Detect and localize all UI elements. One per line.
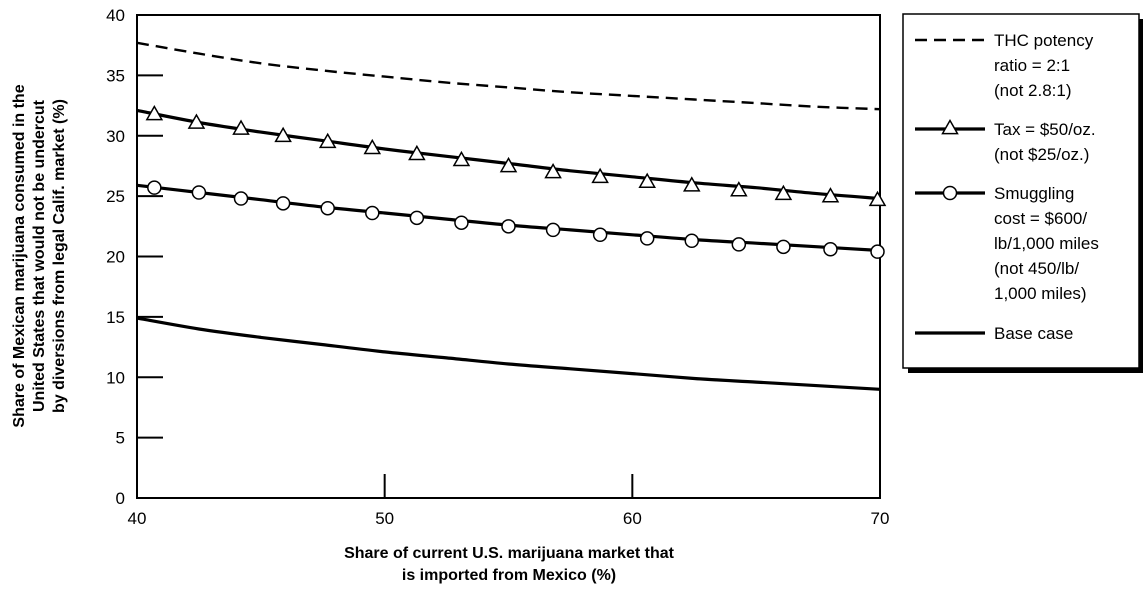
smuggling-point-marker	[233, 191, 249, 206]
y-tick-label: 25	[106, 187, 125, 206]
legend-thc-line-1: THC potency	[994, 31, 1094, 50]
smuggling-point-marker	[870, 244, 885, 259]
smuggling-point-marker	[776, 239, 791, 255]
legend-box	[902, 13, 1140, 369]
x-tick-label: 50	[375, 509, 394, 528]
legend-smuggling-line-4: (not 450/lb/	[994, 259, 1079, 278]
tax-line	[136, 108, 881, 201]
tax-point-marker	[591, 167, 609, 184]
tax-point-marker	[232, 119, 250, 135]
legend-key-circle-marker	[942, 185, 958, 201]
legend-thc-line-2: ratio = 2:1	[994, 56, 1070, 75]
x-axis-title-line-2: is imported from Mexico (%)	[402, 567, 616, 584]
smuggling-point-marker	[147, 180, 162, 195]
tax-point-marker	[638, 172, 656, 189]
tax-point-marker	[544, 162, 562, 179]
smuggling-point-marker	[275, 196, 291, 211]
series-lines	[136, 41, 881, 391]
legend-smuggling-line-2: cost = $600/	[994, 209, 1087, 228]
tax-point-marker	[682, 176, 701, 192]
tax-point-marker	[821, 187, 840, 203]
legend: THC potency ratio = 2:1 (not 2.8:1) Tax …	[902, 13, 1143, 373]
legend-entry-tax: Tax = $50/oz. (not $25/oz.)	[994, 120, 1096, 164]
legend-base-line-1: Base case	[994, 324, 1073, 343]
x-tick-label: 60	[623, 509, 642, 528]
y-axis-title: Share of Mexican marijuana consumed in t…	[11, 84, 68, 427]
series-markers	[145, 105, 887, 259]
y-tick-label: 10	[106, 368, 125, 387]
smuggling-point-marker	[823, 242, 838, 257]
tax-point-marker	[730, 181, 748, 197]
legend-key-triangle-marker	[941, 118, 959, 135]
legend-smuggling-line-5: 1,000 miles)	[994, 284, 1087, 303]
legend-tax-line-2: (not $25/oz.)	[994, 145, 1089, 164]
legend-entry-base: Base case	[994, 324, 1073, 343]
legend-entry-smuggling: Smuggling cost = $600/ lb/1,000 miles (n…	[994, 184, 1099, 303]
base-case-line	[136, 316, 881, 391]
y-tick-label: 30	[106, 127, 125, 146]
y-tick-label: 0	[116, 489, 125, 508]
smuggling-point-marker	[191, 185, 207, 200]
tax-point-marker	[408, 144, 426, 161]
y-tick-label: 20	[106, 248, 125, 267]
plot-frame	[136, 14, 881, 499]
smuggling-point-marker	[409, 210, 425, 226]
y-tick-label: 35	[106, 66, 125, 85]
legend-tax-line-1: Tax = $50/oz.	[994, 120, 1096, 139]
legend-entry-thc: THC potency ratio = 2:1 (not 2.8:1)	[994, 31, 1094, 100]
y-axis-title-line-2: United States that would not be undercut	[31, 99, 48, 412]
legend-smuggling-line-1: Smuggling	[994, 184, 1074, 203]
x-axis-ticks: 40 50 60 70	[128, 474, 890, 528]
tax-point-marker	[499, 156, 518, 173]
tax-point-marker	[452, 150, 471, 167]
y-tick-label: 40	[106, 6, 125, 25]
smuggling-point-marker	[454, 215, 469, 230]
smuggling-point-marker	[545, 222, 561, 238]
x-tick-label: 40	[128, 509, 147, 528]
legend-keys	[915, 38, 985, 335]
tax-point-marker	[774, 184, 793, 201]
y-axis-title-line-3: by diversions from legal Calif. market (…	[51, 99, 68, 413]
smuggling-point-marker	[501, 219, 516, 234]
tax-point-marker	[363, 138, 382, 155]
tax-point-marker	[274, 126, 292, 143]
smuggling-point-marker	[365, 205, 380, 221]
smuggling-cost-line	[136, 183, 881, 253]
x-axis-title: Share of current U.S. marijuana market t…	[344, 545, 675, 584]
smuggling-point-marker	[684, 233, 700, 249]
tax-point-marker	[187, 113, 206, 129]
legend-thc-line-3: (not 2.8:1)	[994, 81, 1072, 100]
smuggling-point-marker	[639, 231, 655, 246]
tax-point-marker	[318, 132, 337, 149]
x-tick-label: 70	[871, 509, 890, 528]
thc-potency-line	[136, 41, 881, 111]
smuggling-point-marker	[592, 227, 608, 243]
smuggling-point-marker	[320, 200, 335, 216]
y-tick-label: 5	[116, 429, 125, 448]
y-tick-label: 15	[106, 308, 125, 327]
smuggling-point-marker	[731, 237, 747, 252]
tax-point-marker	[145, 105, 164, 121]
y-axis-title-line-1: Share of Mexican marijuana consumed in t…	[11, 84, 28, 427]
x-axis-title-line-1: Share of current U.S. marijuana market t…	[344, 545, 675, 562]
y-axis-ticks: 0 5 10 15 20 25 30 35 40	[106, 6, 163, 508]
tax-point-marker	[868, 190, 887, 207]
legend-smuggling-line-3: lb/1,000 miles	[994, 234, 1099, 253]
